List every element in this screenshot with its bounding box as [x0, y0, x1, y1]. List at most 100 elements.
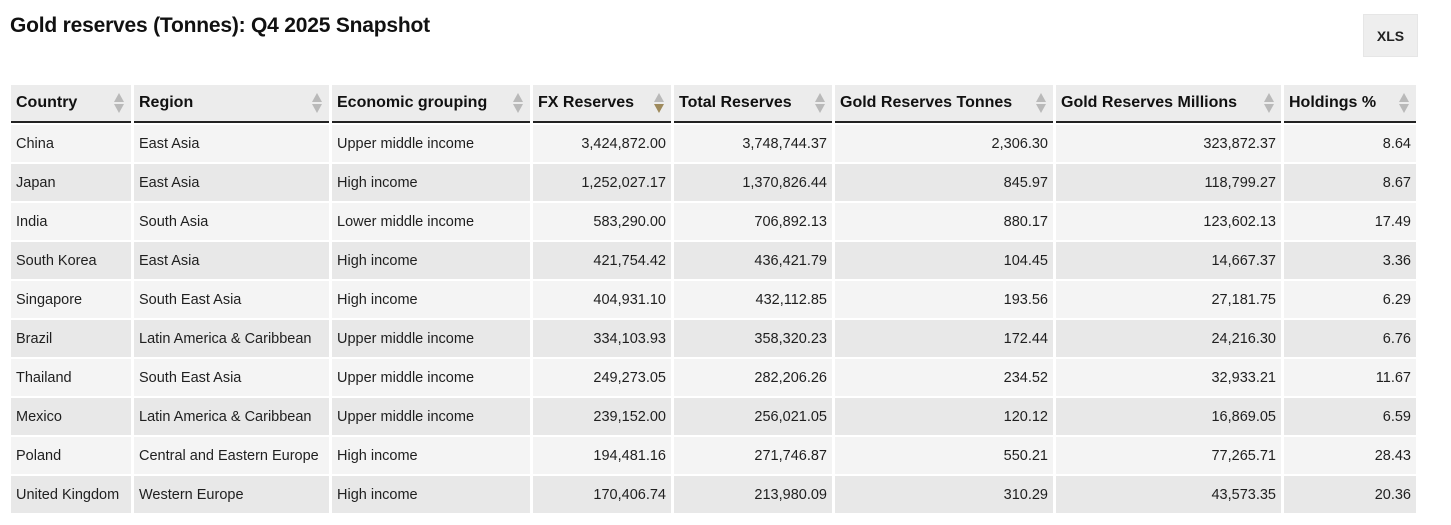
- cell-total-reserves: 358,320.23: [674, 320, 832, 357]
- cell-country: Singapore: [11, 281, 131, 318]
- cell-fx-reserves: 583,290.00: [533, 203, 671, 240]
- cell-gold-tonnes: 310.29: [835, 476, 1053, 513]
- table-row[interactable]: India South Asia Lower middle income 583…: [11, 203, 1416, 240]
- col-header-holdings-pct[interactable]: Holdings %: [1284, 85, 1416, 123]
- cell-gold-millions: 123,602.13: [1056, 203, 1281, 240]
- cell-holdings-pct: 3.36: [1284, 242, 1416, 279]
- table-row[interactable]: Brazil Latin America & Caribbean Upper m…: [11, 320, 1416, 357]
- cell-economic-grouping: Upper middle income: [332, 320, 530, 357]
- cell-economic-grouping: High income: [332, 437, 530, 474]
- cell-country: Japan: [11, 164, 131, 201]
- column-header-label: FX Reserves: [538, 94, 635, 111]
- cell-region: South East Asia: [134, 359, 329, 396]
- sort-icon: [1399, 93, 1409, 113]
- cell-region: Latin America & Caribbean: [134, 398, 329, 435]
- cell-economic-grouping: High income: [332, 164, 530, 201]
- col-header-total-reserves[interactable]: Total Reserves: [674, 85, 832, 123]
- cell-total-reserves: 256,021.05: [674, 398, 832, 435]
- cell-holdings-pct: 28.43: [1284, 437, 1416, 474]
- cell-region: Central and Eastern Europe: [134, 437, 329, 474]
- cell-gold-millions: 27,181.75: [1056, 281, 1281, 318]
- table-row[interactable]: Singapore South East Asia High income 40…: [11, 281, 1416, 318]
- cell-economic-grouping: High income: [332, 242, 530, 279]
- cell-region: South East Asia: [134, 281, 329, 318]
- col-header-country[interactable]: Country: [11, 85, 131, 123]
- col-header-gold-reserves-tonnes[interactable]: Gold Reserves Tonnes: [835, 85, 1053, 123]
- cell-fx-reserves: 404,931.10: [533, 281, 671, 318]
- table-row[interactable]: South Korea East Asia High income 421,75…: [11, 242, 1416, 279]
- cell-holdings-pct: 17.49: [1284, 203, 1416, 240]
- cell-fx-reserves: 194,481.16: [533, 437, 671, 474]
- cell-country: Thailand: [11, 359, 131, 396]
- cell-gold-millions: 32,933.21: [1056, 359, 1281, 396]
- table-row[interactable]: Poland Central and Eastern Europe High i…: [11, 437, 1416, 474]
- table-row[interactable]: China East Asia Upper middle income 3,42…: [11, 125, 1416, 162]
- cell-gold-millions: 323,872.37: [1056, 125, 1281, 162]
- cell-country: Mexico: [11, 398, 131, 435]
- cell-fx-reserves: 249,273.05: [533, 359, 671, 396]
- cell-gold-millions: 14,667.37: [1056, 242, 1281, 279]
- cell-gold-tonnes: 845.97: [835, 164, 1053, 201]
- cell-total-reserves: 282,206.26: [674, 359, 832, 396]
- column-header-label: Region: [139, 94, 194, 111]
- cell-country: China: [11, 125, 131, 162]
- cell-gold-millions: 24,216.30: [1056, 320, 1281, 357]
- cell-country: India: [11, 203, 131, 240]
- cell-holdings-pct: 11.67: [1284, 359, 1416, 396]
- col-header-fx-reserves[interactable]: FX Reserves: [533, 85, 671, 123]
- cell-fx-reserves: 334,103.93: [533, 320, 671, 357]
- column-header-label: Country: [16, 94, 78, 111]
- xls-export-button[interactable]: XLS: [1363, 14, 1418, 57]
- cell-total-reserves: 3,748,744.37: [674, 125, 832, 162]
- cell-economic-grouping: High income: [332, 476, 530, 513]
- col-header-economic-grouping[interactable]: Economic grouping: [332, 85, 530, 123]
- cell-gold-tonnes: 104.45: [835, 242, 1053, 279]
- cell-gold-tonnes: 2,306.30: [835, 125, 1053, 162]
- table-row[interactable]: Thailand South East Asia Upper middle in…: [11, 359, 1416, 396]
- table-row[interactable]: United Kingdom Western Europe High incom…: [11, 476, 1416, 513]
- cell-region: East Asia: [134, 125, 329, 162]
- cell-gold-tonnes: 550.21: [835, 437, 1053, 474]
- sort-icon: [312, 93, 322, 113]
- cell-gold-millions: 77,265.71: [1056, 437, 1281, 474]
- cell-economic-grouping: Lower middle income: [332, 203, 530, 240]
- cell-total-reserves: 1,370,826.44: [674, 164, 832, 201]
- cell-region: East Asia: [134, 242, 329, 279]
- cell-region: Western Europe: [134, 476, 329, 513]
- cell-economic-grouping: High income: [332, 281, 530, 318]
- sort-descending-icon: [654, 93, 664, 113]
- cell-holdings-pct: 6.29: [1284, 281, 1416, 318]
- sort-icon: [513, 93, 523, 113]
- cell-gold-tonnes: 234.52: [835, 359, 1053, 396]
- sort-icon: [815, 93, 825, 113]
- cell-country: United Kingdom: [11, 476, 131, 513]
- cell-country: Brazil: [11, 320, 131, 357]
- page-title: Gold reserves (Tonnes): Q4 2025 Snapshot: [10, 14, 430, 37]
- cell-holdings-pct: 20.36: [1284, 476, 1416, 513]
- cell-total-reserves: 436,421.79: [674, 242, 832, 279]
- col-header-gold-reserves-millions[interactable]: Gold Reserves Millions: [1056, 85, 1281, 123]
- sort-icon: [1036, 93, 1046, 113]
- cell-country: South Korea: [11, 242, 131, 279]
- cell-holdings-pct: 6.59: [1284, 398, 1416, 435]
- cell-gold-millions: 118,799.27: [1056, 164, 1281, 201]
- column-header-label: Gold Reserves Tonnes: [840, 94, 1013, 111]
- cell-fx-reserves: 170,406.74: [533, 476, 671, 513]
- cell-gold-tonnes: 880.17: [835, 203, 1053, 240]
- cell-holdings-pct: 8.64: [1284, 125, 1416, 162]
- cell-total-reserves: 706,892.13: [674, 203, 832, 240]
- cell-country: Poland: [11, 437, 131, 474]
- sort-icon: [114, 93, 124, 113]
- cell-economic-grouping: Upper middle income: [332, 398, 530, 435]
- table-row[interactable]: Mexico Latin America & Caribbean Upper m…: [11, 398, 1416, 435]
- column-header-label: Holdings %: [1289, 94, 1377, 111]
- col-header-region[interactable]: Region: [134, 85, 329, 123]
- cell-economic-grouping: Upper middle income: [332, 125, 530, 162]
- table-row[interactable]: Japan East Asia High income 1,252,027.17…: [11, 164, 1416, 201]
- cell-total-reserves: 213,980.09: [674, 476, 832, 513]
- cell-fx-reserves: 3,424,872.00: [533, 125, 671, 162]
- cell-region: East Asia: [134, 164, 329, 201]
- cell-gold-millions: 43,573.35: [1056, 476, 1281, 513]
- cell-region: Latin America & Caribbean: [134, 320, 329, 357]
- reserves-table: Country Region Economic grouping FX Rese…: [8, 83, 1419, 515]
